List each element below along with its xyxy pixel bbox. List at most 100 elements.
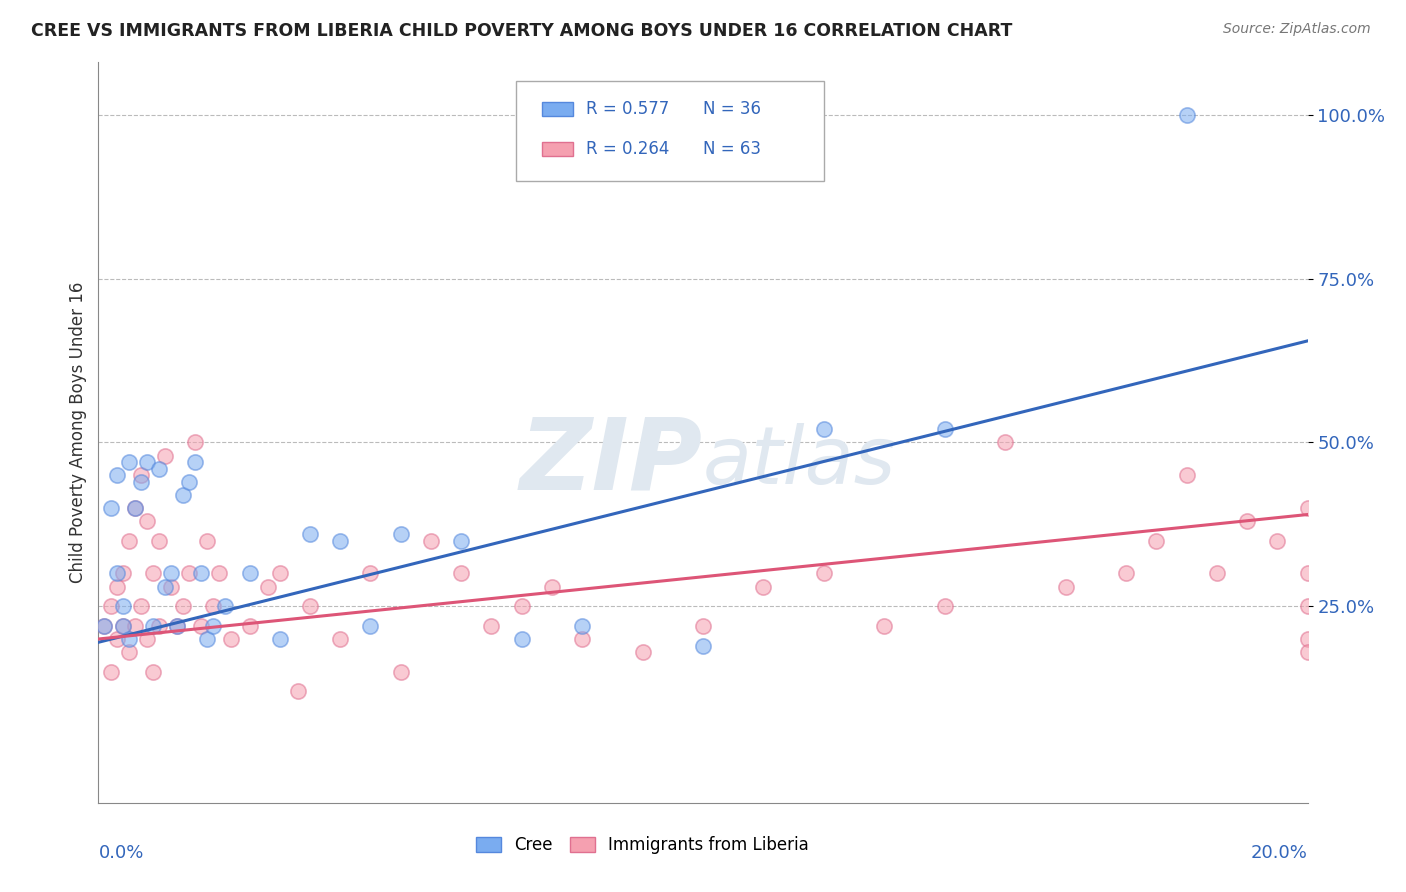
Point bbox=[1296, 500, 1319, 515]
Point bbox=[1144, 533, 1167, 548]
Text: 20.0%: 20.0% bbox=[1251, 844, 1308, 862]
Point bbox=[450, 533, 472, 548]
Point bbox=[135, 514, 157, 528]
Point bbox=[1115, 566, 1137, 581]
Point bbox=[214, 599, 236, 614]
Point bbox=[299, 527, 322, 541]
Point bbox=[100, 599, 122, 614]
Text: 0.0%: 0.0% bbox=[98, 844, 143, 862]
Point bbox=[1296, 632, 1319, 646]
Point bbox=[93, 619, 115, 633]
Point bbox=[118, 533, 141, 548]
Point bbox=[1296, 566, 1319, 581]
Point bbox=[100, 665, 122, 679]
Point bbox=[1236, 514, 1258, 528]
Legend: Cree, Immigrants from Liberia: Cree, Immigrants from Liberia bbox=[470, 830, 815, 861]
Point bbox=[166, 619, 188, 633]
Text: atlas: atlas bbox=[703, 423, 896, 501]
Text: N = 63: N = 63 bbox=[703, 140, 761, 158]
Point bbox=[160, 566, 183, 581]
Text: R = 0.577: R = 0.577 bbox=[586, 100, 669, 118]
Text: R = 0.264: R = 0.264 bbox=[586, 140, 669, 158]
Point bbox=[148, 461, 170, 475]
Point bbox=[1175, 468, 1198, 483]
Point bbox=[360, 619, 382, 633]
Point bbox=[873, 619, 896, 633]
Point bbox=[813, 422, 835, 436]
Point bbox=[481, 619, 503, 633]
Text: N = 36: N = 36 bbox=[703, 100, 761, 118]
Point bbox=[124, 619, 146, 633]
Point bbox=[813, 566, 835, 581]
Point bbox=[287, 684, 309, 698]
Point bbox=[389, 527, 412, 541]
Point bbox=[195, 632, 218, 646]
Point bbox=[510, 599, 533, 614]
Point bbox=[329, 533, 352, 548]
Point bbox=[202, 619, 225, 633]
Point bbox=[571, 619, 593, 633]
Point bbox=[142, 619, 165, 633]
Point bbox=[256, 580, 278, 594]
Point bbox=[208, 566, 231, 581]
Point bbox=[269, 632, 291, 646]
Point bbox=[1267, 533, 1289, 548]
Point bbox=[692, 619, 714, 633]
Text: Source: ZipAtlas.com: Source: ZipAtlas.com bbox=[1223, 22, 1371, 37]
Point bbox=[571, 632, 593, 646]
Point bbox=[190, 619, 212, 633]
Point bbox=[172, 488, 194, 502]
FancyBboxPatch shape bbox=[543, 103, 572, 116]
Point bbox=[105, 580, 128, 594]
Point bbox=[329, 632, 352, 646]
Point bbox=[148, 619, 170, 633]
FancyBboxPatch shape bbox=[543, 143, 572, 156]
Point bbox=[1175, 108, 1198, 122]
Point bbox=[118, 632, 141, 646]
FancyBboxPatch shape bbox=[516, 81, 824, 181]
Y-axis label: Child Poverty Among Boys Under 16: Child Poverty Among Boys Under 16 bbox=[69, 282, 87, 583]
Point bbox=[135, 632, 157, 646]
Point bbox=[111, 619, 134, 633]
Point bbox=[148, 533, 170, 548]
Point bbox=[420, 533, 443, 548]
Point bbox=[450, 566, 472, 581]
Point bbox=[299, 599, 322, 614]
Point bbox=[118, 455, 141, 469]
Point bbox=[129, 468, 152, 483]
Point bbox=[389, 665, 412, 679]
Point bbox=[105, 632, 128, 646]
Point bbox=[239, 619, 262, 633]
Point bbox=[93, 619, 115, 633]
Point bbox=[1054, 580, 1077, 594]
Point bbox=[994, 435, 1017, 450]
Text: CREE VS IMMIGRANTS FROM LIBERIA CHILD POVERTY AMONG BOYS UNDER 16 CORRELATION CH: CREE VS IMMIGRANTS FROM LIBERIA CHILD PO… bbox=[31, 22, 1012, 40]
Point bbox=[111, 619, 134, 633]
Point bbox=[129, 599, 152, 614]
Point bbox=[172, 599, 194, 614]
Point bbox=[540, 580, 562, 594]
Point bbox=[105, 566, 128, 581]
Point bbox=[135, 455, 157, 469]
Point bbox=[934, 422, 956, 436]
Point bbox=[179, 475, 201, 489]
Point bbox=[1206, 566, 1229, 581]
Point bbox=[160, 580, 183, 594]
Point bbox=[221, 632, 243, 646]
Point bbox=[179, 566, 201, 581]
Point bbox=[692, 639, 714, 653]
Point bbox=[153, 449, 176, 463]
Point bbox=[142, 665, 165, 679]
Point bbox=[190, 566, 212, 581]
Point bbox=[153, 580, 176, 594]
Point bbox=[105, 468, 128, 483]
Point bbox=[269, 566, 291, 581]
Point bbox=[184, 455, 207, 469]
Point bbox=[124, 500, 146, 515]
Point bbox=[184, 435, 207, 450]
Point bbox=[111, 599, 134, 614]
Point bbox=[166, 619, 188, 633]
Point bbox=[360, 566, 382, 581]
Point bbox=[100, 500, 122, 515]
Point bbox=[510, 632, 533, 646]
